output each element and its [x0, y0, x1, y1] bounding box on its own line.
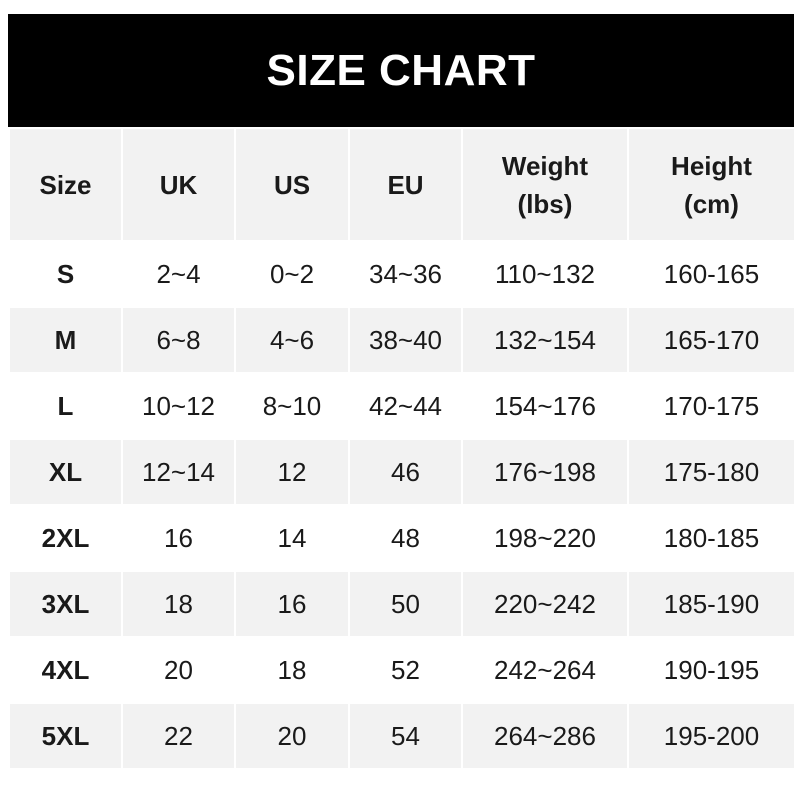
cell-size: 4XL: [8, 636, 123, 704]
cell-weight: 242~264: [461, 636, 629, 704]
header-eu: EU: [348, 127, 463, 242]
cell-uk: 12~14: [121, 438, 236, 506]
cell-weight: 220~242: [461, 570, 629, 638]
cell-size: L: [8, 372, 123, 440]
cell-eu: 50: [348, 570, 463, 638]
header-size: Size: [8, 127, 123, 242]
header-height-line2: (cm): [684, 188, 739, 219]
table-row: S 2~4 0~2 34~36 110~132 160-165: [8, 240, 796, 308]
cell-height: 165-170: [627, 306, 796, 374]
cell-us: 16: [234, 570, 350, 638]
cell-size: 5XL: [8, 702, 123, 770]
cell-weight: 132~154: [461, 306, 629, 374]
cell-height: 170-175: [627, 372, 796, 440]
cell-eu: 54: [348, 702, 463, 770]
cell-us: 14: [234, 504, 350, 572]
cell-eu: 46: [348, 438, 463, 506]
cell-eu: 34~36: [348, 240, 463, 308]
cell-eu: 38~40: [348, 306, 463, 374]
cell-us: 4~6: [234, 306, 350, 374]
cell-uk: 22: [121, 702, 236, 770]
cell-height: 180-185: [627, 504, 796, 572]
size-chart-table: Size UK US EU Weight (lbs) Height (cm) S 2~…: [8, 127, 796, 770]
cell-us: 0~2: [234, 240, 350, 308]
cell-uk: 20: [121, 636, 236, 704]
cell-uk: 2~4: [121, 240, 236, 308]
header-weight-line1: Weight: [501, 150, 589, 181]
cell-uk: 10~12: [121, 372, 236, 440]
cell-eu: 42~44: [348, 372, 463, 440]
cell-size: XL: [8, 438, 123, 506]
size-chart-title: SIZE CHART: [8, 14, 794, 127]
table-row: M 6~8 4~6 38~40 132~154 165-170: [8, 306, 796, 374]
table-row: 5XL 22 20 54 264~286 195-200: [8, 702, 796, 770]
cell-height: 185-190: [627, 570, 796, 638]
cell-weight: 154~176: [461, 372, 629, 440]
table-row: XL 12~14 12 46 176~198 175-180: [8, 438, 796, 506]
cell-weight: 176~198: [461, 438, 629, 506]
cell-us: 20: [234, 702, 350, 770]
header-weight: Weight (lbs): [461, 127, 629, 242]
cell-uk: 6~8: [121, 306, 236, 374]
cell-size: S: [8, 240, 123, 308]
cell-size: M: [8, 306, 123, 374]
header-uk: UK: [121, 127, 236, 242]
cell-weight: 264~286: [461, 702, 629, 770]
header-height-line1: Height: [671, 150, 752, 181]
header-row: Size UK US EU Weight (lbs) Height (cm): [8, 127, 796, 242]
table-row: 2XL 16 14 48 198~220 180-185: [8, 504, 796, 572]
table-row: 3XL 18 16 50 220~242 185-190: [8, 570, 796, 638]
cell-uk: 16: [121, 504, 236, 572]
table-row: 4XL 20 18 52 242~264 190-195: [8, 636, 796, 704]
cell-size: 3XL: [8, 570, 123, 638]
table-row: L 10~12 8~10 42~44 154~176 170-175: [8, 372, 796, 440]
cell-height: 160-165: [627, 240, 796, 308]
header-weight-line2: (lbs): [517, 188, 573, 219]
cell-weight: 198~220: [461, 504, 629, 572]
cell-us: 18: [234, 636, 350, 704]
cell-height: 190-195: [627, 636, 796, 704]
cell-eu: 52: [348, 636, 463, 704]
cell-us: 12: [234, 438, 350, 506]
cell-weight: 110~132: [461, 240, 629, 308]
cell-us: 8~10: [234, 372, 350, 440]
cell-size: 2XL: [8, 504, 123, 572]
header-height: Height (cm): [627, 127, 796, 242]
cell-uk: 18: [121, 570, 236, 638]
cell-eu: 48: [348, 504, 463, 572]
cell-height: 195-200: [627, 702, 796, 770]
cell-height: 175-180: [627, 438, 796, 506]
header-us: US: [234, 127, 350, 242]
